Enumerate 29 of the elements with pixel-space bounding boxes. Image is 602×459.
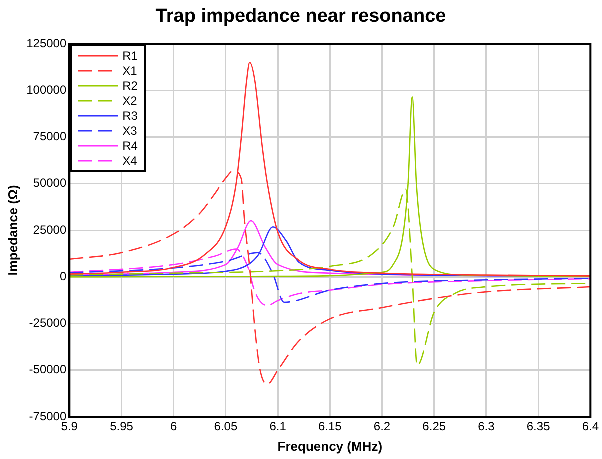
x-tick-label: 6.25 bbox=[422, 420, 446, 434]
legend-label: X2 bbox=[122, 94, 138, 108]
y-tick-label: 75000 bbox=[33, 130, 67, 144]
y-tick-label: 0 bbox=[60, 269, 67, 284]
x-tick-label: 6.2 bbox=[374, 420, 391, 434]
legend-label: R1 bbox=[122, 48, 138, 62]
x-tick-label: 6.4 bbox=[582, 420, 600, 434]
x-tick-label: 6.3 bbox=[478, 420, 496, 434]
x-axis-title: Frequency (MHz) bbox=[278, 438, 383, 454]
legend-label: R4 bbox=[122, 138, 138, 152]
y-tick-label: 25000 bbox=[33, 222, 67, 237]
y-axis-title: Impedance (Ω) bbox=[5, 185, 20, 276]
x-tick-label: 5.95 bbox=[110, 420, 134, 434]
x-tick-label: 6.15 bbox=[318, 420, 342, 434]
x-tick-label: 6.1 bbox=[270, 420, 287, 434]
legend-label: X4 bbox=[122, 154, 138, 168]
y-tick-label: 50000 bbox=[33, 176, 67, 190]
x-tick-label: 6.05 bbox=[214, 420, 238, 434]
x-tick-label: 6 bbox=[170, 420, 178, 434]
x-tick-label: 6.35 bbox=[526, 420, 551, 434]
legend-label: R3 bbox=[122, 108, 138, 122]
chart-title: Trap impedance near resonance bbox=[154, 6, 448, 28]
legend-label: X1 bbox=[122, 64, 138, 78]
y-tick-label: -25000 bbox=[29, 316, 67, 330]
y-tick-label: -50000 bbox=[29, 362, 67, 377]
y-tick-label: 125000 bbox=[26, 36, 67, 50]
legend-label: X3 bbox=[122, 124, 138, 138]
y-tick-label: 100000 bbox=[26, 82, 67, 97]
legend-label: R2 bbox=[122, 78, 138, 92]
